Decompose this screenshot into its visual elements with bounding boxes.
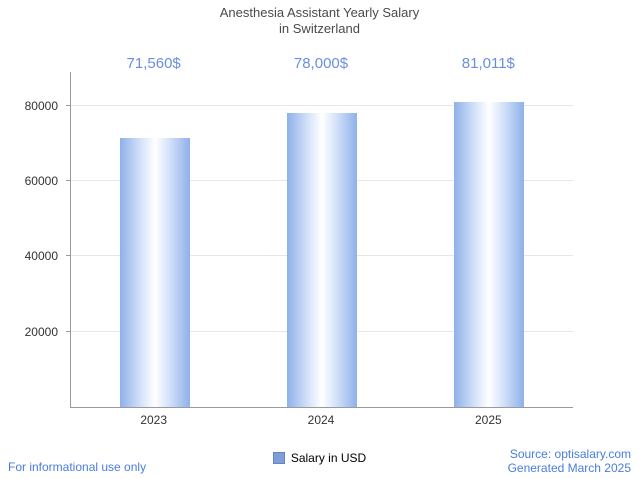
value-label-2025: 81,011$: [461, 55, 515, 72]
legend-marker-icon: [272, 452, 285, 464]
y-axis-tick-label: 40000: [24, 249, 58, 264]
value-labels-row: 71,560$ 78,000$ 81,011$: [70, 55, 572, 72]
generated-date: Generated March 2025: [507, 461, 631, 475]
bars-layer: [71, 72, 573, 407]
x-label-2024: 2024: [307, 413, 335, 427]
bar-2025: [454, 102, 525, 407]
bar-slot-2023: [71, 72, 238, 407]
y-axis-labels: 20000 40000 60000 80000: [0, 72, 62, 407]
bar-2024: [286, 113, 357, 407]
value-label-2023: 71,560$: [126, 55, 181, 72]
legend: Salary in USD: [0, 451, 639, 465]
disclaimer-text: For informational use only: [8, 460, 147, 474]
bar-2023: [119, 137, 190, 407]
y-axis-tick: [66, 180, 71, 182]
x-axis-labels: 2023 2024 2025: [70, 413, 572, 427]
chart-title-line1: Anesthesia Assistant Yearly Salary: [219, 5, 420, 20]
y-axis-tick: [66, 104, 71, 106]
chart-title: Anesthesia Assistant Yearly Salary in Sw…: [0, 5, 639, 37]
bar-slot-2025: [406, 72, 573, 407]
bar-slot-2024: [238, 72, 405, 407]
x-label-2025: 2025: [474, 413, 502, 427]
y-axis-tick: [66, 330, 71, 332]
y-axis-tick-label: 20000: [24, 324, 58, 339]
legend-label: Salary in USD: [290, 451, 367, 465]
gridline: [71, 104, 573, 106]
footer-source-block: Source: optisalary.com Generated March 2…: [508, 447, 631, 475]
chart-title-line2: in Switzerland: [279, 21, 360, 36]
y-axis-tick-label: 60000: [24, 174, 58, 189]
y-axis-tick: [66, 255, 71, 257]
source-link[interactable]: Source: optisalary.com: [509, 447, 631, 461]
y-axis-tick-label: 80000: [24, 98, 58, 113]
x-label-2023: 2023: [140, 413, 168, 427]
value-label-2024: 78,000$: [293, 55, 349, 72]
plot-area: [66, 72, 573, 408]
